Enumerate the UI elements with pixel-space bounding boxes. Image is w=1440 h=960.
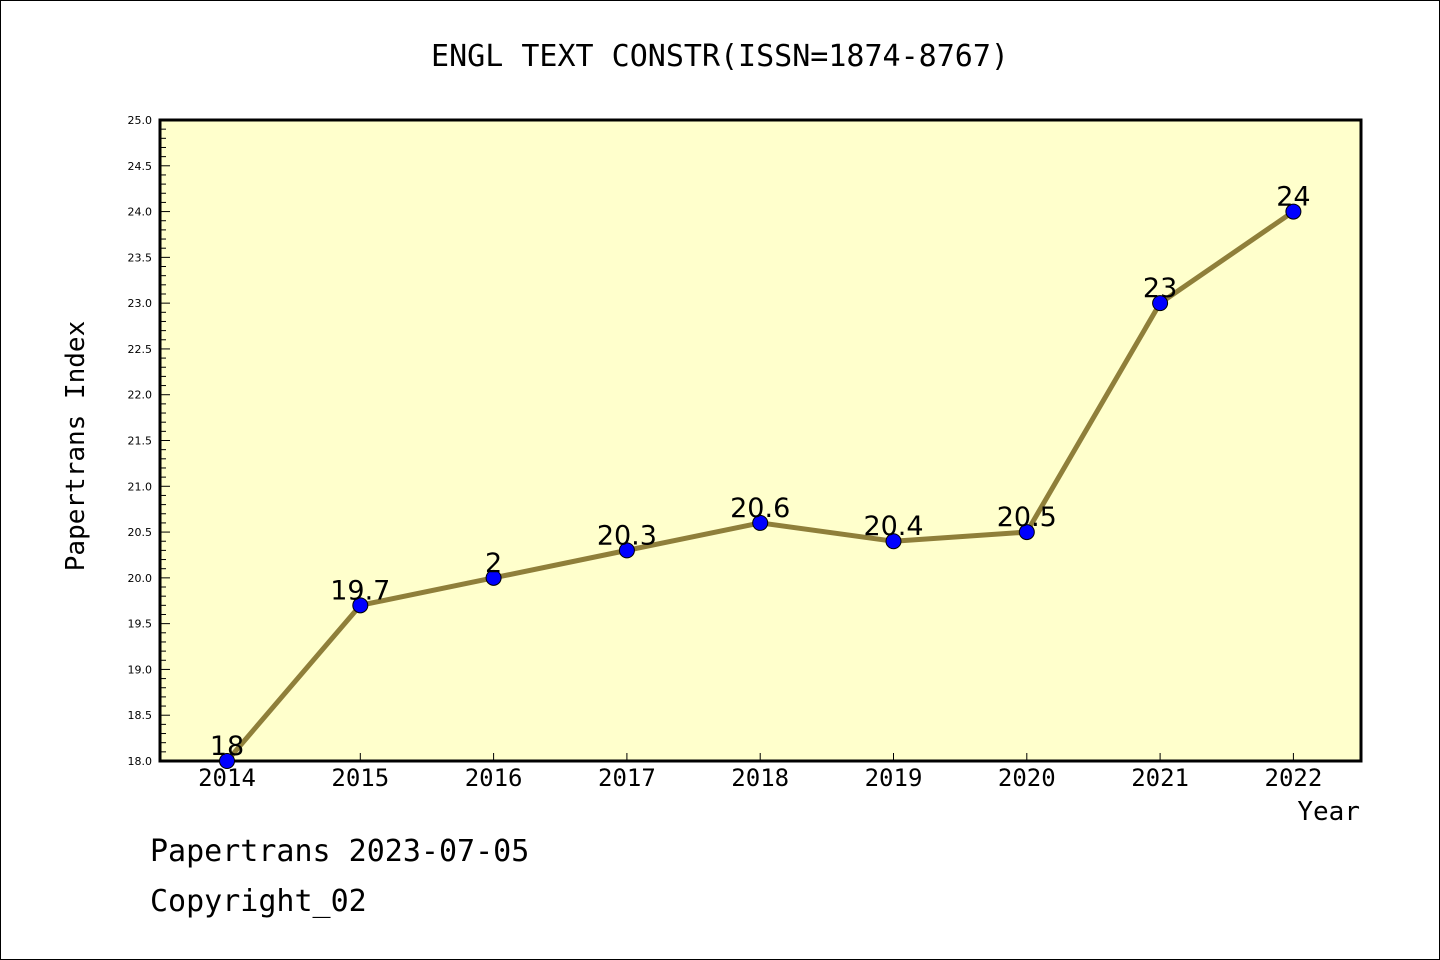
y-tick-label: 25.0	[128, 114, 153, 127]
data-labels: 18 19.7 2 20.3 20.6 20.4 20.5 23 24	[210, 182, 1311, 762]
data-point	[618, 542, 635, 559]
x-tick-label: 2017	[598, 764, 656, 792]
data-label: 24	[1276, 182, 1310, 213]
data-point	[1018, 524, 1035, 541]
data-point	[485, 569, 502, 586]
data-point	[885, 533, 902, 550]
footer-copyright: Copyright_02	[150, 884, 367, 919]
y-tick-label: 24.0	[128, 206, 153, 219]
y-tick-label: 21.0	[128, 480, 153, 493]
data-point	[752, 514, 769, 531]
y-tick-label: 18.5	[128, 709, 153, 722]
y-tick-label: 20.5	[128, 526, 153, 539]
plot-area	[158, 118, 1363, 763]
x-tick-label: 2020	[998, 764, 1056, 792]
data-label: 20.6	[730, 493, 790, 524]
chart-title: ENGL TEXT CONSTR(ISSN=1874-8767)	[431, 39, 1009, 74]
x-ticks	[226, 753, 1294, 761]
y-tick-label: 19.0	[128, 663, 153, 676]
data-point	[352, 597, 369, 614]
y-tick-label: 22.0	[128, 389, 153, 402]
data-label: 23	[1143, 273, 1177, 304]
x-tick-label: 2015	[331, 764, 389, 792]
x-tick-label: 2016	[465, 764, 523, 792]
y-tick-label: 23.0	[128, 297, 153, 310]
data-label: 20.3	[597, 520, 657, 551]
series-markers	[219, 203, 1302, 769]
y-tick-label: 22.5	[128, 343, 153, 356]
x-tick-labels: 2014 2015 2016 2017 2018 2019 2020 2021 2022	[198, 764, 1322, 792]
data-point	[1152, 295, 1169, 312]
data-point	[1285, 203, 1302, 220]
data-label: 20.5	[997, 502, 1057, 533]
y-tick-label: 19.5	[128, 618, 153, 631]
y-minor-ticks	[160, 119, 170, 762]
y-tick-label: 23.5	[128, 251, 153, 264]
y-tick-label: 21.5	[128, 435, 153, 448]
x-tick-label: 2018	[731, 764, 789, 792]
data-label: 19.7	[330, 575, 390, 606]
x-tick-label: 2022	[1265, 764, 1323, 792]
data-label: 18	[210, 731, 244, 762]
y-tick-labels: 18.0 18.5 19.0 19.5 20.0 20.5 21.0 21.5 22.0 22.5…	[128, 114, 153, 768]
footer-date: Papertrans 2023-07-05	[150, 834, 530, 869]
x-axis-label: Year	[1297, 797, 1360, 827]
data-label: 2	[485, 548, 502, 579]
data-label: 20.4	[863, 511, 923, 542]
y-tick-label: 18.0	[128, 755, 153, 768]
y-tick-label: 24.5	[128, 160, 153, 173]
x-tick-label: 2021	[1131, 764, 1189, 792]
x-tick-label: 2019	[865, 764, 923, 792]
data-point	[219, 753, 235, 769]
y-tick-label: 20.0	[128, 572, 153, 585]
y-axis-label: Papertrans Index	[61, 321, 91, 571]
